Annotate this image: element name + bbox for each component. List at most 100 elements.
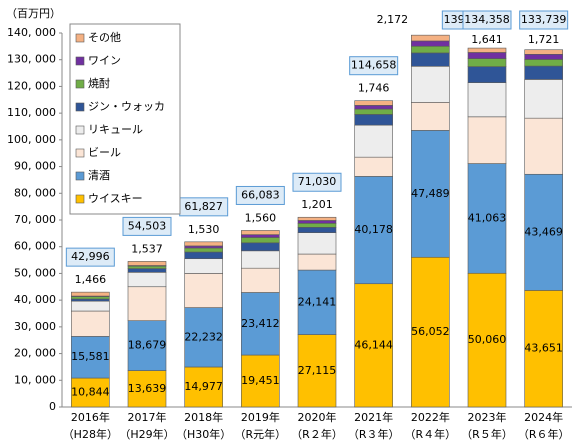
x-tick-label: 2018年: [184, 410, 223, 424]
bar-segment: [411, 256, 450, 408]
y-tick-label: 20, 000: [14, 347, 56, 360]
y-tick-label: 110, 000: [7, 106, 56, 119]
y-tick-label: 30, 000: [14, 320, 56, 333]
total-box: [292, 172, 342, 192]
legend-label: 清酒: [88, 169, 110, 182]
bar-segment: [184, 258, 223, 274]
value-label: 24,141: [298, 295, 337, 308]
total-label: 114,658: [351, 59, 397, 72]
x-tick-sublabel: （R３年）: [348, 427, 400, 441]
value-label: 41,063: [468, 211, 507, 224]
bar-segment: [354, 100, 393, 106]
total-label: 42,996: [71, 250, 110, 263]
y-tick-label: 0: [49, 400, 56, 413]
value-label: 46,144: [354, 338, 393, 351]
legend-label: リキュール: [88, 123, 143, 136]
x-tick-sublabel: （R５年）: [461, 427, 513, 441]
value-label: 10,844: [71, 386, 110, 399]
bar-segment: [127, 261, 167, 266]
bar-segment: [524, 65, 563, 80]
y-tick-label: 50, 000: [14, 266, 56, 279]
bar-segment: [184, 273, 223, 308]
legend-box: [69, 23, 181, 215]
bar-segment: [354, 114, 393, 126]
bar-segment: [184, 251, 223, 260]
legend-label: ジン・ウォッカ: [88, 100, 165, 113]
legend-swatch: [75, 194, 85, 204]
value-label: 2,172: [377, 13, 409, 26]
y-tick-label: 130, 000: [7, 53, 56, 66]
total-box: [235, 185, 285, 205]
bar-segment: [524, 117, 563, 175]
bar-segment: [354, 283, 393, 408]
value-label: 15,581: [71, 350, 110, 363]
bar-segment: [297, 334, 337, 408]
value-label: 1,201: [301, 198, 333, 211]
legend-swatch: [75, 79, 85, 89]
bar-segment: [354, 124, 393, 158]
bar-segment: [184, 241, 223, 247]
x-tick-sublabel: （R元年）: [235, 427, 287, 441]
bar-segment: [127, 370, 167, 408]
total-box: [65, 247, 115, 267]
bar-segment: [184, 245, 223, 249]
bar-segment: [127, 265, 167, 269]
value-label: 1,466: [75, 273, 107, 286]
total-box: [519, 10, 569, 30]
bar-segment: [184, 247, 223, 253]
legend-swatch: [75, 171, 85, 181]
legend-swatch: [75, 102, 85, 112]
total-label: 66,083: [241, 188, 280, 201]
y-tick-label: 80, 000: [14, 186, 56, 199]
bar-segment: [297, 227, 337, 233]
bar-segment: [241, 234, 280, 238]
legend-label: ウイスキー: [88, 192, 143, 205]
y-tick-label: 100, 000: [7, 133, 56, 146]
total-box: [462, 10, 512, 30]
legend-swatch: [75, 33, 85, 43]
value-label: 19,451: [241, 374, 280, 387]
bar-segment: [241, 292, 280, 356]
bar-segment: [241, 237, 280, 244]
bar-segment: [127, 272, 167, 288]
value-label: 40,178: [354, 223, 393, 236]
total-label: 134,358: [464, 13, 510, 26]
value-label: 47,489: [411, 187, 450, 200]
x-tick-sublabel: （H29年）: [119, 427, 174, 441]
legend-label: 焼酎: [88, 76, 110, 90]
bar-segment: [71, 291, 110, 297]
x-tick-sublabel: （R２年）: [291, 427, 343, 441]
x-tick-label: 2017年: [128, 410, 167, 424]
value-label: 1,530: [188, 223, 220, 236]
legend-swatch: [75, 125, 85, 135]
bar-segment: [411, 40, 450, 47]
legend-label: その他: [88, 31, 121, 44]
legend-label: ビール: [88, 146, 121, 159]
bar-segment: [127, 268, 167, 273]
total-box: [122, 216, 172, 236]
x-tick-label: 2023年: [468, 410, 507, 424]
total-label: 71,030: [298, 175, 337, 188]
legend-swatch: [75, 56, 85, 66]
bar-segment: [467, 163, 507, 274]
bar-segment: [354, 156, 393, 177]
bar-segment: [354, 105, 393, 110]
bar-segment: [411, 34, 450, 42]
bar-segment: [241, 250, 280, 269]
bar-segment: [241, 267, 280, 293]
total-box: [349, 56, 399, 76]
x-tick-label: 2020年: [298, 410, 337, 424]
bar-segment: [467, 116, 507, 164]
bar-segment: [71, 377, 110, 408]
legend-label: ワイン: [88, 54, 121, 67]
bar-segment: [71, 336, 110, 379]
value-label: 14,977: [184, 380, 223, 393]
bar-segment: [184, 366, 223, 408]
bar-segment: [411, 102, 450, 131]
value-label: 1,560: [245, 211, 277, 224]
bar-segment: [467, 47, 507, 53]
bar-segment: [467, 66, 507, 83]
value-label: 1,537: [131, 242, 163, 255]
bar-segment: [241, 230, 280, 235]
